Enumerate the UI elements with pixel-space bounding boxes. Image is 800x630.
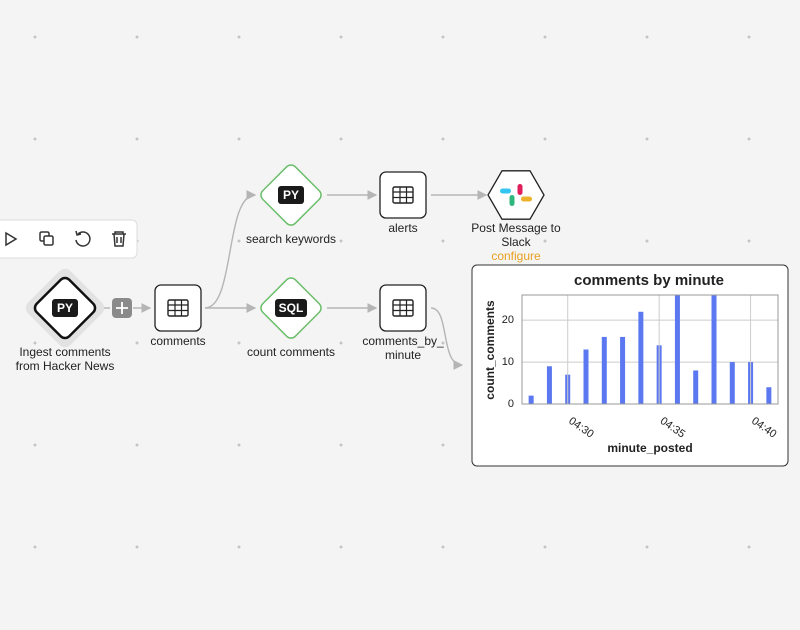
bar <box>583 349 589 404</box>
bar <box>638 311 644 404</box>
node-label: Post Message to <box>471 221 561 235</box>
pipeline-node[interactable]: comments_by_minute <box>362 284 444 362</box>
node-label: Ingest comments <box>19 345 110 359</box>
pipeline-node[interactable]: comments <box>150 284 206 348</box>
slack-icon <box>521 196 532 202</box>
slack-icon <box>509 195 515 206</box>
node-label: Slack <box>501 235 531 249</box>
table-icon <box>392 186 414 204</box>
y-tick-label: 10 <box>502 356 514 368</box>
bar <box>620 336 626 404</box>
node-shape <box>379 284 427 332</box>
x-axis-label: minute_posted <box>607 441 692 455</box>
node-shape <box>379 171 427 219</box>
node-label: alerts <box>388 221 417 235</box>
plot-border <box>521 294 779 405</box>
node-badge-text: SQL <box>279 301 304 315</box>
bar <box>546 366 552 404</box>
bar <box>528 395 534 404</box>
bar <box>711 295 717 404</box>
bar <box>729 362 735 404</box>
node-label: comments_by_ <box>362 334 444 348</box>
table-icon <box>393 187 413 203</box>
node-label: search keywords <box>246 232 336 246</box>
y-tick-label: 0 <box>508 398 514 410</box>
node-label: from Hacker News <box>16 359 115 373</box>
node-badge <box>278 186 304 204</box>
table-icon <box>167 299 189 317</box>
delete-button[interactable] <box>112 231 126 247</box>
edges <box>98 190 488 370</box>
bar <box>674 295 680 404</box>
node-badge-text: PY <box>57 301 73 315</box>
node-shape <box>154 284 202 332</box>
y-axis-label: count_comments <box>483 300 497 400</box>
node-label: minute <box>385 348 421 362</box>
node-label: comments <box>150 334 205 348</box>
pipeline-node[interactable]: SQL count comments <box>247 275 335 359</box>
pipeline-node[interactable]: alerts <box>379 171 427 235</box>
node-badge-text: PY <box>283 188 299 202</box>
add-button[interactable] <box>112 298 132 318</box>
refresh-button[interactable] <box>75 230 91 247</box>
table-icon <box>392 299 414 317</box>
node-label: count comments <box>247 345 335 359</box>
bar <box>766 387 772 404</box>
table-icon <box>393 300 413 316</box>
slack-icon <box>517 184 523 195</box>
toolbar <box>0 219 138 259</box>
run-button[interactable] <box>5 231 18 247</box>
node-badge <box>52 299 78 317</box>
node-action[interactable]: configure <box>491 249 541 263</box>
chart-title: comments by minute <box>574 272 724 289</box>
pipeline-node[interactable]: PY search keywords <box>246 162 336 246</box>
bar <box>693 370 699 404</box>
y-tick-label: 20 <box>502 314 514 326</box>
slack-icon <box>500 188 511 194</box>
chart-panel <box>471 264 789 467</box>
bar <box>601 336 607 404</box>
node-shape <box>487 170 545 220</box>
duplicate-button[interactable] <box>39 231 54 246</box>
node-badge <box>275 299 307 317</box>
table-icon <box>168 300 188 316</box>
